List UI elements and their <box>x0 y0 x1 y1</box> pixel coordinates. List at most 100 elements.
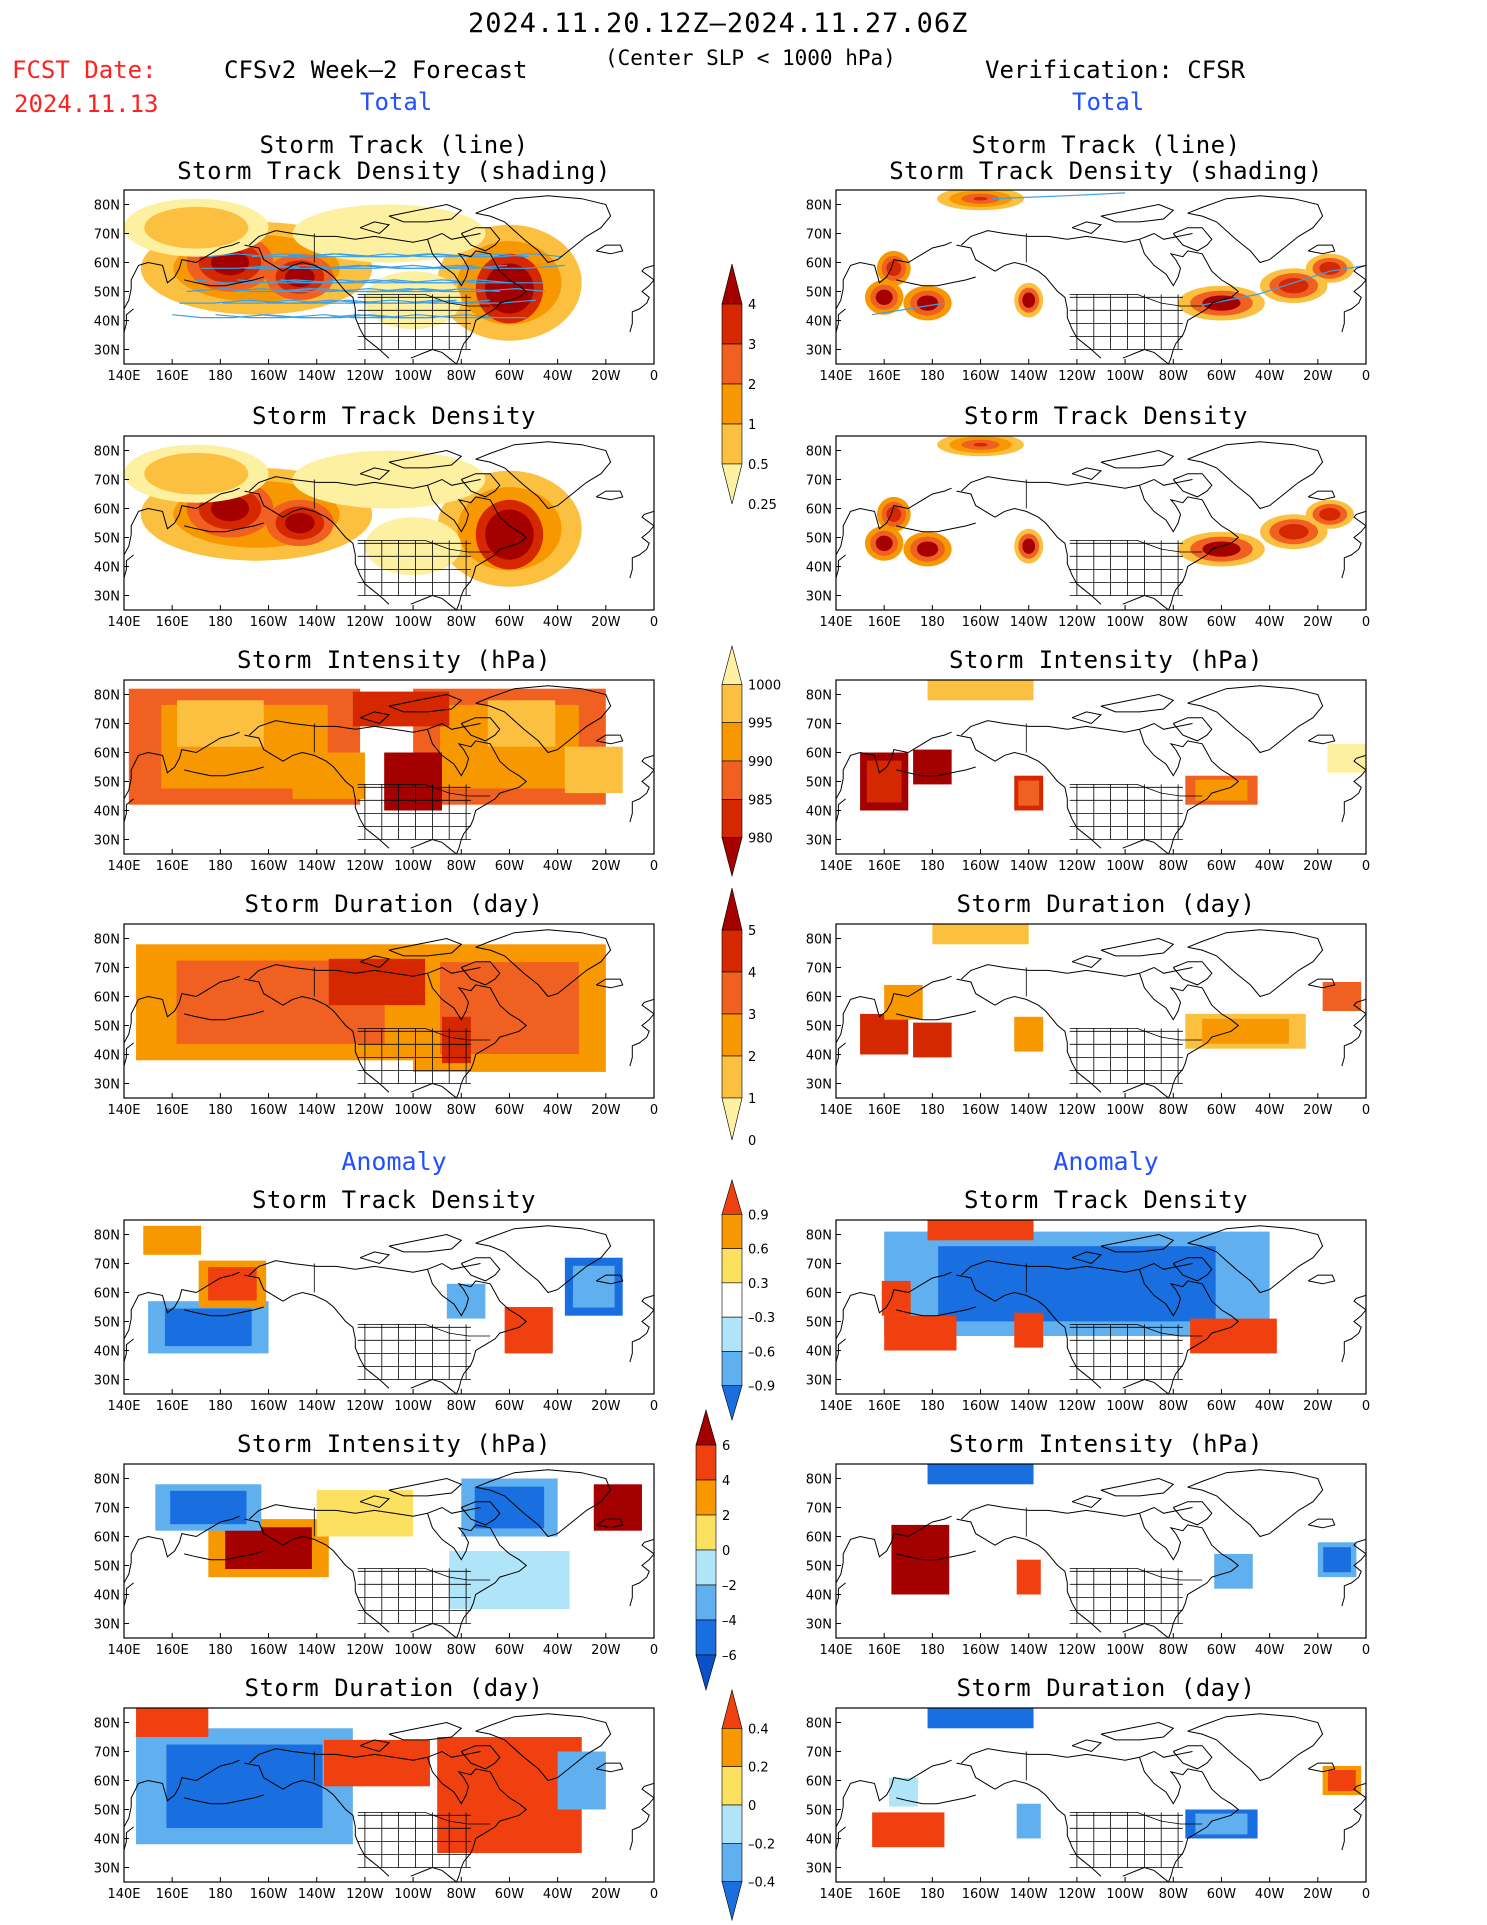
colorbar-label: –0.9 <box>748 1380 775 1395</box>
lat-tick-label: 30N <box>94 1618 120 1633</box>
lat-tick-label: 50N <box>94 776 120 791</box>
lat-tick-label: 30N <box>806 1078 832 1093</box>
coastline <box>836 1042 846 1067</box>
storm-track-line <box>266 299 537 304</box>
lon-tick-label: 140W <box>1010 615 1048 630</box>
shaded-cell <box>557 1751 606 1810</box>
lat-tick-label: 40N <box>806 1345 832 1360</box>
coastline <box>1307 244 1336 255</box>
map-intensity-fcst: 140E 160E 180 160W 140W 120W 100W 80W 60W 40W 20W 0… <box>94 679 658 874</box>
coastline <box>896 1794 976 1805</box>
colorbar-label: –2 <box>722 1579 737 1594</box>
coastline <box>629 264 654 333</box>
colorbar-density-total: 4 3 2 1 0.5 0.25 <box>721 263 777 513</box>
lon-tick-label: 20W <box>1303 615 1333 630</box>
lon-tick-label: 160W <box>250 1399 288 1414</box>
coastline <box>184 522 264 533</box>
shaded-cell <box>474 1486 545 1529</box>
coastline <box>629 510 654 579</box>
coastline <box>836 308 846 333</box>
lon-tick-label: 140E <box>107 859 140 874</box>
lon-tick-label: 100W <box>394 1643 432 1658</box>
lon-tick-label: 40W <box>543 1643 573 1658</box>
colorbar-label: 1 <box>748 418 756 433</box>
lat-tick-label: 80N <box>806 689 832 704</box>
colorbar-swatch <box>721 760 743 800</box>
panel-title-intensity-anom-left: Storm Intensity (hPa) <box>237 1430 551 1458</box>
lat-tick-label: 60N <box>806 1775 832 1790</box>
political-boundary <box>357 1324 491 1337</box>
lon-tick-label: 60W <box>495 615 525 630</box>
coastline <box>595 1274 624 1285</box>
political-boundary <box>1069 1324 1203 1337</box>
colorbar-swatch <box>721 1178 743 1215</box>
map-frame <box>835 679 1367 855</box>
shaded-region <box>144 452 249 495</box>
shaded-cell <box>1328 1770 1356 1791</box>
lat-tick-label: 80N <box>94 199 120 214</box>
lat-tick-label: 50N <box>806 1316 832 1331</box>
colorbar-swatch <box>695 1408 717 1446</box>
shaded-cell <box>1016 1559 1041 1595</box>
lon-tick-label: 140W <box>1010 859 1048 874</box>
colorbar-swatch <box>721 463 743 505</box>
lat-tick-label: 80N <box>806 199 832 214</box>
map-background <box>836 924 1366 1098</box>
lon-tick-label: 0 <box>650 369 658 384</box>
coastline <box>359 711 391 725</box>
political-boundary <box>357 1028 491 1041</box>
lat-tick-label: 70N <box>94 718 120 733</box>
lon-tick-label: 180 <box>920 1103 945 1118</box>
coastline <box>836 1338 846 1363</box>
coastline <box>1307 734 1336 745</box>
shaded-region <box>1202 541 1241 557</box>
colorbar-label: –0.2 <box>748 1837 775 1852</box>
lon-tick-label: 0 <box>650 615 658 630</box>
lon-tick-label: 60W <box>495 859 525 874</box>
lat-tick-label: 80N <box>94 445 120 460</box>
lon-tick-label: 160W <box>250 369 288 384</box>
lon-tick-label: 80W <box>447 369 477 384</box>
lat-tick-label: 50N <box>94 1804 120 1819</box>
shaded-region <box>292 204 486 263</box>
lon-tick-label: 160W <box>962 1643 1000 1658</box>
lon-tick-label: 20W <box>591 1103 621 1118</box>
lon-tick-label: 140W <box>1010 1887 1048 1902</box>
colorbar-swatch <box>721 1766 743 1806</box>
lat-tick-label: 30N <box>806 1618 832 1633</box>
coastline <box>124 1042 134 1067</box>
colorbar-label: 4 <box>748 966 756 981</box>
coastline <box>124 1515 240 1584</box>
coastline <box>359 955 391 969</box>
lat-tick-label: 70N <box>94 1258 120 1273</box>
lat-tick-label: 60N <box>94 1287 120 1302</box>
lon-tick-label: 0 <box>1362 615 1370 630</box>
lat-tick-label: 60N <box>806 503 832 518</box>
panel-title-track-line-right: Storm Track (line) <box>971 131 1241 159</box>
lat-tick-label: 70N <box>806 474 832 489</box>
lon-tick-label: 60W <box>1207 859 1237 874</box>
lon-tick-label: 180 <box>208 1399 233 1414</box>
coastline <box>248 964 481 980</box>
shaded-cell <box>1190 1318 1277 1354</box>
storm-track-line <box>273 287 546 293</box>
map-duration-anom-obs: 140E 160E 180 160W 140W 120W 100W 80W 60W 40W 20W 0… <box>806 1707 1370 1902</box>
colorbar-label: –4 <box>722 1614 737 1629</box>
storm-track-line <box>287 264 565 269</box>
shaded-region <box>144 206 249 249</box>
colorbar-swatch <box>721 1385 743 1422</box>
coastline <box>960 1260 1193 1276</box>
lon-tick-label: 180 <box>920 859 945 874</box>
political-boundary <box>1069 1812 1203 1825</box>
panel-title-intensity-right: Storm Intensity (hPa) <box>949 646 1263 674</box>
coastline <box>460 1501 501 1526</box>
panel-title-duration-anom-right: Storm Duration (day) <box>956 1674 1256 1702</box>
verification-column-label: Verification: CFSR <box>985 56 1246 84</box>
lat-tick-label: 50N <box>806 1560 832 1575</box>
coastline <box>896 1010 976 1021</box>
coastline <box>248 476 481 492</box>
colorbar-swatch <box>721 644 743 685</box>
coastline <box>1071 467 1103 481</box>
coastline <box>1187 1469 1324 1538</box>
coastline <box>475 685 612 754</box>
